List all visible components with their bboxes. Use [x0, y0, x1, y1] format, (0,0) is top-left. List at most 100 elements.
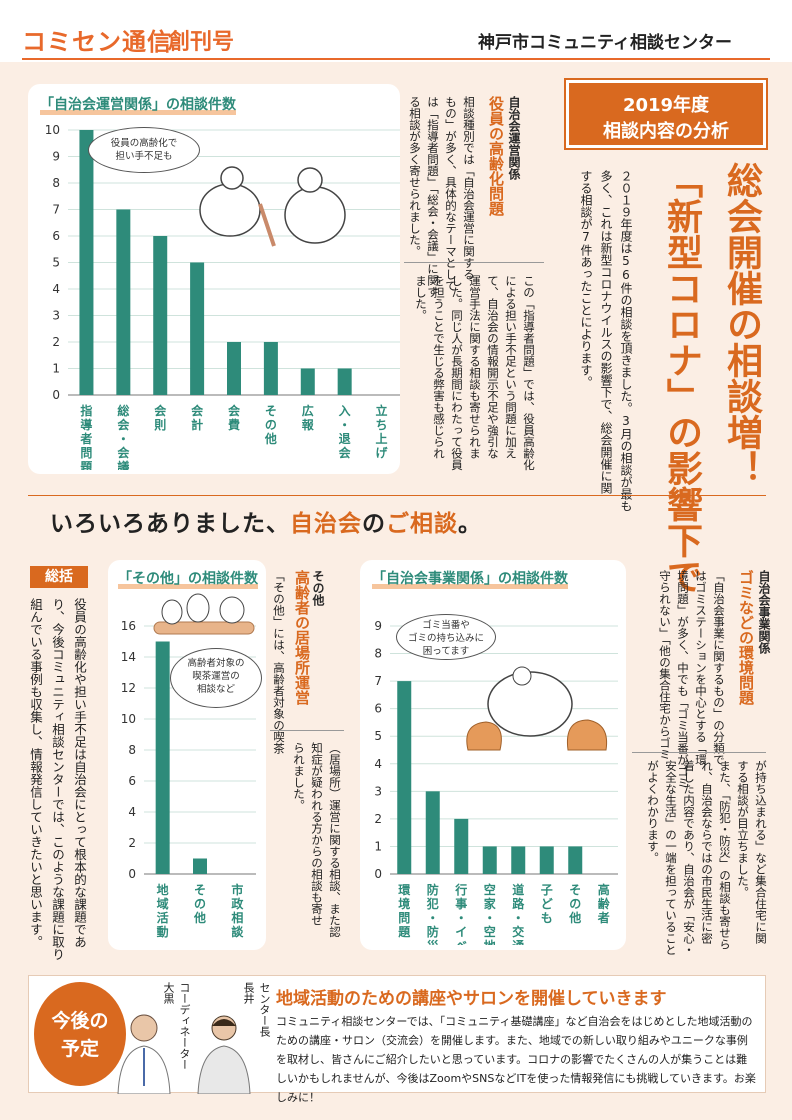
staff-name-2: 長井 — [242, 982, 255, 1004]
future-body: コミュニティ相談センターでは、「コミュニティ基礎講座」など自治会をはじめとした地… — [276, 1015, 756, 1104]
y-tick-label: 0 — [128, 867, 136, 881]
x-tick-label: 行事・イベント — [454, 882, 467, 945]
bar — [300, 368, 315, 395]
headline-main: 総会開催の相談増！ — [721, 162, 762, 486]
x-tick-label: 総会・会議 — [117, 403, 130, 470]
bar — [454, 818, 469, 874]
organization-name: 神戸市コミュニティ相談センター — [478, 33, 732, 53]
y-tick-label: 9 — [52, 150, 60, 164]
issue-label: 創刊号 — [168, 30, 235, 55]
x-tick-label: 子ども — [541, 883, 553, 925]
text-column: 安全な生活」の一端を担っていること — [664, 760, 678, 956]
bar — [482, 846, 497, 874]
x-tick-label: 会費 — [228, 403, 241, 432]
text-column: する相談が目立ちました。 — [736, 760, 750, 898]
text-column: て、自治会の情報開示不足や強引な — [486, 275, 500, 459]
chart-title-projects: 「自治会事業関係」の相談件数 — [372, 571, 568, 589]
y-tick-label: 5 — [374, 729, 382, 743]
analysis-box: 2019年度 相談内容の分析 — [564, 78, 768, 150]
summary-column: り、今後コミュニティ相談センターでは、このような課題に取り — [50, 598, 65, 961]
summary-column: 組んでいる事例も収集し、情報発信していきたいと思います。 — [28, 598, 43, 948]
banner-rule — [28, 495, 766, 496]
y-tick-label: 6 — [374, 702, 382, 716]
speech-bubble: ゴミ当番や ゴミの持ち込みに 困ってます — [396, 614, 496, 660]
y-tick-label: 14 — [121, 650, 136, 664]
y-tick-label: 2 — [128, 836, 136, 850]
text-column: れ、自治会ならではの市民生活に密 — [700, 760, 714, 944]
y-tick-label: 2 — [52, 335, 60, 349]
y-tick-label: 8 — [374, 647, 382, 661]
x-tick-label: 空家・空地 — [484, 882, 497, 945]
intro-column: する相談が7件あったことによります。 — [579, 170, 593, 388]
y-tick-label: 12 — [121, 681, 136, 695]
title-rule — [22, 58, 770, 60]
y-tick-label: 4 — [374, 757, 382, 771]
y-tick-label: 0 — [52, 388, 60, 402]
staff-role-1: コーディネーター — [178, 982, 191, 1070]
text-column: は「指導者問題」「総会・会議」に関す — [426, 96, 440, 298]
text-column: もの」が多く、具体的なテーマとして — [444, 96, 458, 292]
y-tick-label: 9 — [374, 619, 382, 633]
text-column: 境問題」が多く、中でも「ゴミ当番がゴミ — [676, 570, 690, 789]
future-headline: 地域活動のための講座やサロンを開催していきます — [276, 989, 667, 1009]
bar — [79, 130, 94, 395]
y-tick-label: 0 — [374, 867, 382, 881]
y-tick-label: 1 — [52, 362, 60, 376]
text-column: 「その他」には、高齢者対象の喫茶 — [272, 570, 286, 754]
analysis-year: 2019年度 — [622, 95, 710, 116]
y-tick-label: 1 — [374, 839, 382, 853]
summary-column: 役員の高齢化や担い手不足は自治会にとって根本的な課題であ — [72, 598, 87, 948]
text-column: 守られない」「他の集合住宅からゴミ — [658, 570, 672, 760]
bar-chart-other: 0 2 4 6 8 10 12 14 16 地域活動 その他 市政相談 — [121, 619, 256, 939]
y-tick-label: 7 — [374, 674, 382, 688]
chart-title-other: 「その他」の相談件数 — [118, 571, 258, 589]
text-column: がよくわかります。 — [646, 760, 660, 864]
section-head-operations: 役員の高齢化問題 — [487, 96, 505, 216]
section-subhead-other: その他 — [311, 570, 325, 606]
y-tick-label: 10 — [45, 123, 60, 137]
text-column: 相談種別では「自治会運営に関する — [462, 96, 476, 280]
x-tick-label: 地域活動 — [157, 882, 169, 939]
staff-photo-2 — [197, 1015, 251, 1094]
staff-role-2: センター長 — [258, 982, 271, 1037]
text-column: による担い手不足という問題に加え — [504, 275, 518, 459]
y-tick-label: 8 — [128, 743, 136, 757]
y-tick-label: 6 — [52, 229, 60, 243]
text-column: また、「防犯・防災」の相談も寄せら — [718, 760, 732, 950]
x-tick-label: その他 — [264, 404, 277, 446]
text-column: 着した内容であり、自治会が「安心・ — [682, 760, 696, 956]
x-tick-label: 高齢者 — [597, 882, 611, 925]
y-tick-label: 5 — [52, 256, 60, 270]
text-column: 運営手法に関する相談も寄せられま — [468, 275, 482, 459]
y-tick-label: 2 — [374, 812, 382, 826]
divider — [404, 262, 544, 263]
chart-title-operations: 「自治会運営関係」の相談件数 — [40, 97, 236, 115]
text-column: 知症が疑われる方からの相談も寄せ — [310, 742, 324, 926]
section-banner: いろいろありました、自治会のご相談。 — [50, 511, 482, 537]
y-tick-label: 4 — [52, 282, 60, 296]
headline-sub: 「新型コロナ」の影響下で — [661, 162, 702, 594]
bar — [116, 209, 131, 395]
x-tick-label: 会則 — [153, 403, 167, 432]
y-tick-label: 3 — [52, 309, 60, 323]
summary-label: 総括 — [30, 566, 88, 588]
bar — [539, 846, 554, 874]
bar — [425, 791, 440, 874]
garbage-bags-illustration — [466, 666, 608, 751]
bar — [155, 641, 170, 874]
staff-photo-1 — [117, 1014, 171, 1094]
x-tick-label: 市政相談 — [231, 882, 244, 939]
text-column: はゴミステーションを中心とする「環 — [694, 570, 708, 766]
bar — [153, 236, 168, 395]
speech-bubble: 高齢者対象の 喫茶運営の 相談など — [170, 648, 262, 708]
text-column: を担うことで生じる弊害も感じられ — [432, 275, 446, 459]
y-tick-label: 7 — [52, 203, 60, 217]
text-column: る相談が多く寄せられました。 — [408, 96, 422, 257]
x-tick-label: 会計 — [191, 403, 204, 432]
x-tick-label: その他 — [568, 883, 581, 925]
bar — [263, 342, 278, 395]
text-column: られました。 — [292, 742, 306, 811]
y-tick-label: 4 — [128, 805, 136, 819]
y-tick-label: 6 — [128, 774, 136, 788]
